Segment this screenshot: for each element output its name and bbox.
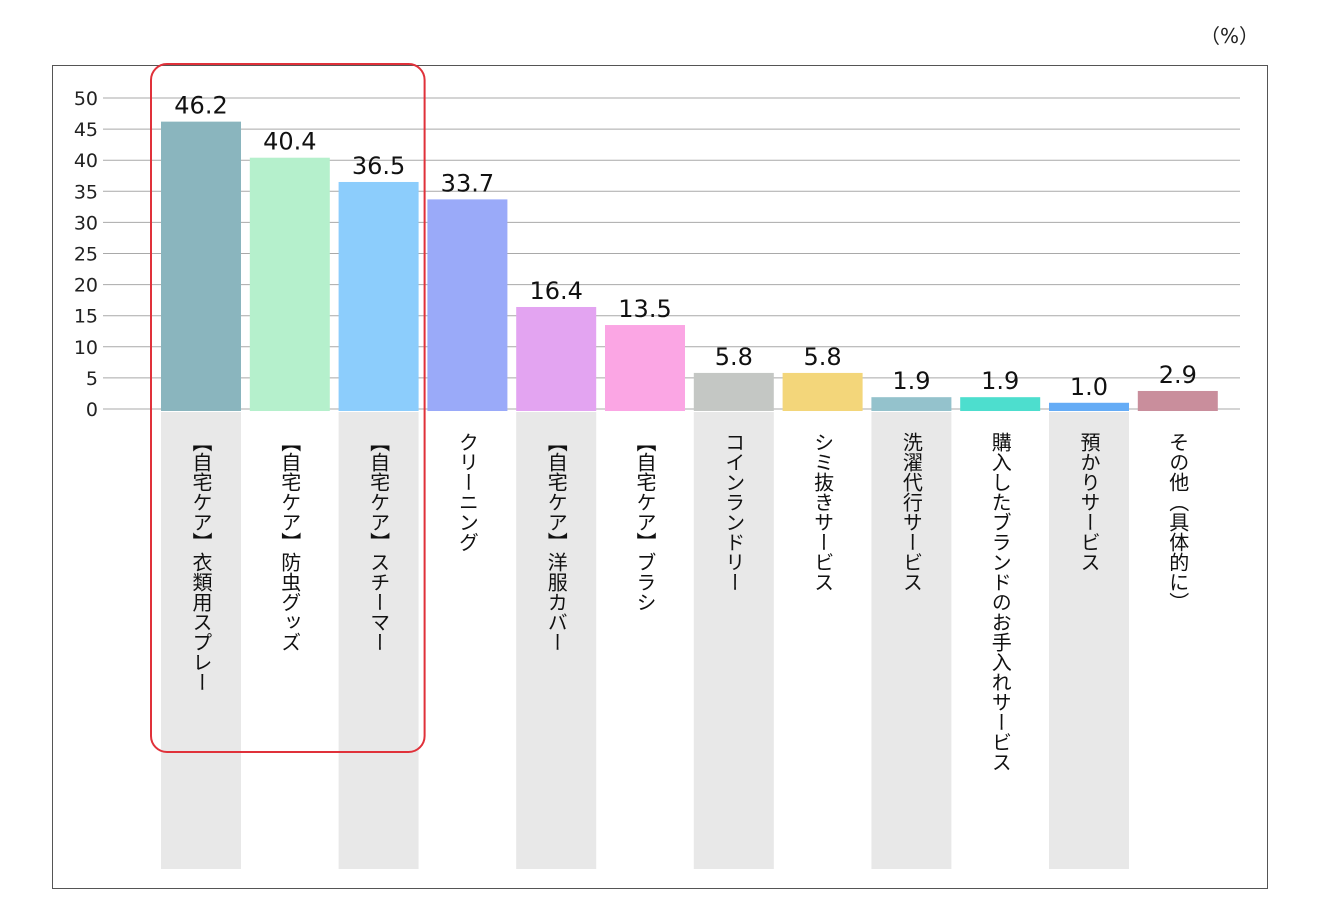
y-tick-label: 0: [86, 399, 98, 421]
bar: [693, 372, 774, 411]
bar: [1137, 390, 1218, 411]
category-label: 【自宅ケア】衣類用スプレー: [189, 432, 213, 692]
bar: [516, 306, 597, 411]
data-label: 1.9: [981, 367, 1019, 395]
y-tick-label: 45: [74, 119, 98, 141]
category-band: [693, 412, 774, 869]
data-label: 1.0: [1070, 373, 1108, 401]
bar: [782, 372, 863, 411]
category-band: [161, 412, 241, 869]
bar: [338, 181, 419, 411]
category-band: [516, 412, 597, 869]
category-label: 【自宅ケア】ブラシ: [633, 432, 657, 612]
category-band: [871, 412, 952, 869]
category-label: 【自宅ケア】洋服カバー: [544, 432, 568, 652]
unit-label: （%）: [1199, 24, 1259, 48]
bar: [871, 397, 952, 411]
category-label: その他（具体的に）: [1166, 432, 1190, 612]
category-label: 【自宅ケア】防虫グッズ: [278, 432, 302, 652]
data-label: 5.8: [804, 343, 842, 371]
category-band: [1049, 412, 1129, 869]
chart-frame: [52, 65, 1268, 889]
category-label: 【自宅ケア】スチーマー: [367, 432, 391, 652]
y-tick-label: 5: [86, 368, 98, 390]
bar: [161, 121, 241, 412]
data-label: 16.4: [529, 277, 582, 305]
category-label: 購入したブランドのお手入れサービス: [988, 432, 1012, 772]
y-tick-label: 25: [74, 244, 98, 266]
data-label: 13.5: [618, 295, 671, 323]
data-label: 33.7: [441, 169, 494, 197]
data-label: 5.8: [715, 343, 753, 371]
bar: [960, 397, 1041, 411]
category-band: [338, 412, 419, 869]
category-label: クリーニング: [455, 432, 479, 552]
data-label: 40.4: [263, 128, 316, 156]
category-label: 預かりサービス: [1077, 432, 1101, 572]
data-label: 46.2: [174, 92, 227, 120]
data-label: 2.9: [1159, 361, 1197, 389]
bar: [249, 157, 330, 411]
bar: [427, 199, 508, 411]
y-tick-label: 40: [74, 150, 98, 172]
y-tick-label: 50: [74, 88, 98, 110]
y-tick-label: 20: [74, 275, 98, 297]
data-label: 36.5: [352, 152, 405, 180]
bar: [605, 325, 685, 411]
y-tick-label: 10: [74, 337, 98, 359]
y-tick-label: 15: [74, 306, 98, 328]
bar: [1049, 402, 1129, 411]
category-label: 洗濯代行サービス: [899, 432, 923, 592]
category-label: コインランドリー: [722, 432, 746, 592]
highlight-box: [150, 63, 426, 753]
data-label: 1.9: [892, 367, 930, 395]
y-tick-label: 35: [74, 181, 98, 203]
y-tick-label: 30: [74, 212, 98, 234]
category-label: シミ抜きサービス: [811, 432, 835, 592]
